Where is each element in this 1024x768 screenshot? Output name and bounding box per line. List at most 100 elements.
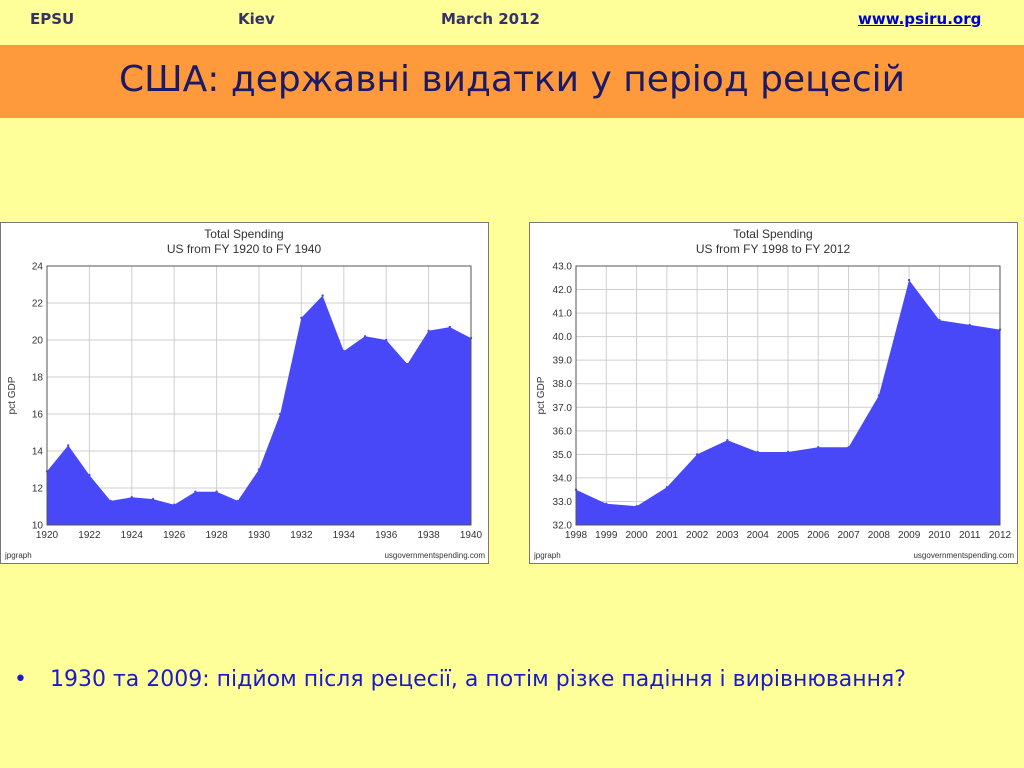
chart0-data-point bbox=[130, 496, 133, 499]
chart1-xtick-label: 2005 bbox=[777, 530, 800, 541]
chart1-ytick-label: 36.0 bbox=[553, 426, 573, 437]
chart1-xtick-label: 2004 bbox=[747, 530, 770, 541]
chart-1998-2012: Total Spending US from FY 1998 to FY 2012… bbox=[529, 222, 1018, 564]
chart0-data-point bbox=[173, 503, 176, 506]
chart0-ytick-label: 22 bbox=[32, 299, 44, 310]
chart0-data-point bbox=[257, 468, 261, 471]
chart1-xtick-label: 1999 bbox=[595, 530, 618, 541]
chart1-xtick-label: 2001 bbox=[656, 530, 679, 541]
chart1-title: Total Spending bbox=[733, 227, 812, 241]
chart-1920-1940: Total Spending US from FY 1920 to FY 1940… bbox=[0, 222, 489, 564]
chart1-data-point bbox=[695, 453, 699, 456]
chart0-data-point bbox=[279, 412, 282, 416]
chart1-ylabel: pct GDP bbox=[536, 376, 547, 414]
chart0-data-point bbox=[448, 325, 451, 329]
chart1-footer-right: usgovernmentspending.com bbox=[913, 551, 1014, 560]
chart0-xtick-label: 1924 bbox=[121, 530, 144, 541]
chart0-xtick-label: 1930 bbox=[248, 530, 271, 541]
chart1-xtick-label: 2008 bbox=[868, 530, 891, 541]
chart0-ytick-label: 12 bbox=[32, 484, 44, 495]
chart0-data-point bbox=[363, 335, 367, 338]
chart0-footer-right: usgovernmentspending.com bbox=[384, 551, 485, 560]
chart1-data-point bbox=[877, 394, 881, 397]
chart0-ylabel: pct GDP bbox=[7, 376, 18, 414]
chart0-data-point bbox=[151, 497, 155, 501]
chart0-subtitle: US from FY 1920 to FY 1940 bbox=[167, 242, 322, 256]
chart1-ytick-label: 39.0 bbox=[553, 356, 573, 367]
chart0-plot-border bbox=[46, 265, 472, 526]
chart1-xtick-label: 2003 bbox=[716, 530, 739, 541]
chart1-xtick-label: 2006 bbox=[807, 530, 830, 541]
chart0-ytick-label: 20 bbox=[32, 336, 44, 347]
chart0-data-point bbox=[215, 490, 218, 493]
chart0-xtick-label: 1936 bbox=[375, 530, 398, 541]
chart0-data-point bbox=[385, 338, 388, 342]
chart1-xtick-label: 2012 bbox=[989, 530, 1012, 541]
chart1-data-point bbox=[726, 439, 729, 442]
bullet-marker: • bbox=[14, 667, 27, 692]
slide-header: EPSU Kiev March 2012 www.psiru.org bbox=[0, 0, 1024, 44]
chart1-xtick-label: 2011 bbox=[959, 530, 981, 541]
header-org: EPSU bbox=[30, 10, 75, 28]
chart1-ytick-label: 42.0 bbox=[553, 285, 573, 296]
chart1-footer-left: jpgraph bbox=[533, 551, 561, 560]
chart1-data-point bbox=[907, 278, 911, 282]
chart1-data-point bbox=[938, 319, 941, 322]
chart0-data-point bbox=[67, 444, 70, 447]
chart1-xtick-label: 2000 bbox=[625, 530, 648, 541]
chart1-data-point bbox=[635, 505, 638, 508]
chart1-xtick-label: 1998 bbox=[565, 530, 588, 541]
chart1-data-point bbox=[665, 486, 669, 489]
chart0-xtick-label: 1928 bbox=[205, 530, 228, 541]
chart0-data-point bbox=[321, 294, 324, 297]
chart1-subtitle: US from FY 1998 to FY 2012 bbox=[696, 242, 851, 256]
chart0-xtick-label: 1920 bbox=[36, 530, 59, 541]
title-band: США: державні видатки у період рецесій bbox=[0, 45, 1024, 118]
chart0-ytick-label: 14 bbox=[32, 447, 44, 458]
chart0-title: Total Spending bbox=[204, 227, 283, 241]
chart0-xtick-label: 1926 bbox=[163, 530, 186, 541]
chart1-ytick-label: 33.0 bbox=[553, 497, 573, 508]
chart1-xtick-label: 2002 bbox=[686, 530, 709, 541]
chart0-ytick-label: 18 bbox=[32, 373, 44, 384]
chart1-xtick-label: 2007 bbox=[837, 530, 860, 541]
chart0-data-point bbox=[194, 490, 197, 493]
header-website-link[interactable]: www.psiru.org bbox=[858, 10, 982, 28]
chart1-ytick-label: 38.0 bbox=[553, 379, 573, 390]
chart1-ytick-label: 32.0 bbox=[553, 521, 573, 532]
chart0-xtick-label: 1938 bbox=[417, 530, 440, 541]
chart1-ytick-label: 40.0 bbox=[553, 332, 573, 343]
chart0-data-point bbox=[342, 349, 345, 353]
chart0-data-point bbox=[406, 362, 409, 366]
chart1-ytick-label: 37.0 bbox=[553, 403, 573, 414]
chart1-ytick-label: 43.0 bbox=[553, 262, 573, 273]
chart0-data-point bbox=[236, 499, 239, 503]
chart0-xtick-label: 1934 bbox=[333, 530, 356, 541]
chart1-ytick-label: 35.0 bbox=[553, 450, 573, 461]
chart1-area-series bbox=[576, 280, 1000, 525]
chart1-plot-border bbox=[575, 265, 1001, 526]
chart0-ytick-label: 16 bbox=[32, 410, 44, 421]
chart0-xtick-label: 1932 bbox=[290, 530, 313, 541]
chart1-data-point bbox=[756, 450, 759, 454]
slide-title: США: державні видатки у період рецесій bbox=[118, 59, 906, 100]
chart0-data-point bbox=[427, 329, 430, 332]
chart1-xtick-label: 2009 bbox=[898, 530, 921, 541]
chart0-data-point bbox=[109, 499, 112, 503]
chart0-footer-left: jpgraph bbox=[4, 551, 32, 560]
bullet-text: 1930 та 2009: підйом після рецесії, а по… bbox=[50, 667, 906, 692]
chart1-xtick-label: 2010 bbox=[928, 530, 951, 541]
chart0-ytick-label: 24 bbox=[32, 262, 44, 273]
chart1-data-point bbox=[968, 323, 971, 327]
chart1-ytick-label: 34.0 bbox=[553, 473, 573, 484]
chart0-data-point bbox=[88, 473, 91, 477]
chart0-ytick-label: 10 bbox=[32, 521, 44, 532]
header-city: Kiev bbox=[238, 10, 275, 28]
chart0-area-series bbox=[47, 295, 471, 525]
chart1-data-point bbox=[605, 502, 608, 505]
chart1-data-point bbox=[847, 446, 850, 449]
chart0-data-point bbox=[300, 316, 303, 319]
header-date: March 2012 bbox=[441, 10, 540, 28]
